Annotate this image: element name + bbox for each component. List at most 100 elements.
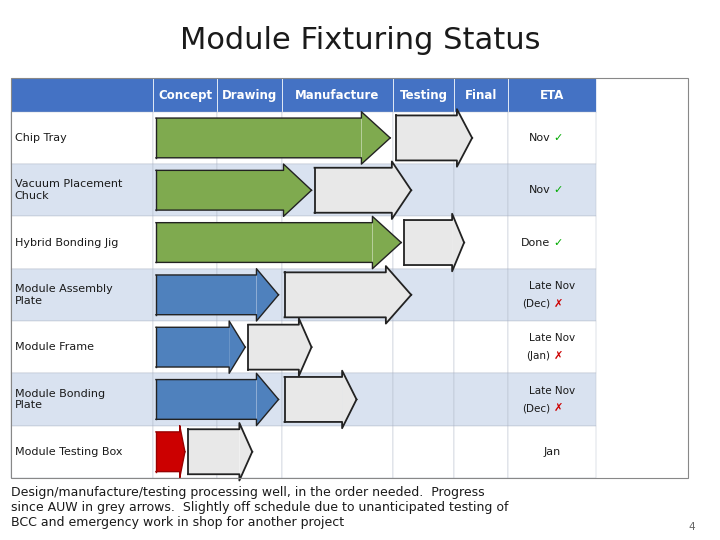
Bar [11, 373, 153, 426]
Bar [454, 269, 508, 321]
Text: Module Testing Box: Module Testing Box [15, 447, 122, 457]
Bar [284, 377, 342, 422]
Text: ✗: ✗ [553, 299, 562, 309]
Text: (Jan): (Jan) [526, 351, 550, 361]
Bar [393, 321, 454, 373]
Bar [217, 112, 282, 164]
Bar [393, 78, 454, 112]
Bar [153, 217, 217, 269]
Polygon shape [372, 217, 401, 269]
Bar [393, 373, 454, 426]
Bar [156, 275, 256, 315]
Text: Module Bonding
Plate: Module Bonding Plate [15, 389, 105, 410]
Bar [11, 426, 153, 478]
Bar [217, 426, 282, 478]
Bar [282, 321, 393, 373]
Polygon shape [284, 164, 312, 217]
Bar [284, 272, 386, 318]
Bar [217, 321, 282, 373]
Bar [156, 380, 256, 420]
Bar [508, 217, 596, 269]
Text: Late Nov: Late Nov [529, 333, 575, 343]
Text: Nov: Nov [528, 133, 550, 143]
Text: Final: Final [465, 89, 498, 102]
Bar [508, 426, 596, 478]
Bar [11, 269, 153, 321]
Text: ✓: ✓ [553, 238, 562, 247]
Bar [454, 78, 508, 112]
Polygon shape [361, 112, 390, 164]
Bar [454, 373, 508, 426]
Text: ✓: ✓ [553, 185, 562, 195]
Bar [282, 217, 393, 269]
Bar [508, 112, 596, 164]
Bar [393, 164, 454, 217]
Text: (Dec): (Dec) [522, 299, 550, 309]
Bar [156, 222, 372, 262]
Bar [11, 321, 153, 373]
Bar [11, 112, 153, 164]
Bar [396, 116, 457, 160]
Bar [282, 164, 393, 217]
Polygon shape [392, 161, 411, 219]
Bar [282, 373, 393, 426]
Text: Done: Done [521, 238, 550, 247]
Text: Testing: Testing [400, 89, 448, 102]
Bar [156, 118, 361, 158]
Bar [153, 373, 217, 426]
Polygon shape [386, 266, 411, 323]
Text: Design/manufacture/testing processing well, in the order needed.  Progress
since: Design/manufacture/testing processing we… [11, 486, 508, 529]
Bar [11, 164, 153, 217]
Bar [217, 217, 282, 269]
Bar [454, 112, 508, 164]
Bar [393, 426, 454, 478]
Bar [156, 170, 284, 210]
Bar [508, 373, 596, 426]
Polygon shape [299, 319, 312, 376]
Bar [188, 429, 239, 474]
Text: Jan: Jan [544, 447, 561, 457]
Bar [282, 112, 393, 164]
Polygon shape [239, 423, 252, 481]
Bar [404, 220, 452, 265]
Text: Module Fixturing Status: Module Fixturing Status [180, 26, 540, 55]
Bar [217, 164, 282, 217]
Polygon shape [457, 109, 472, 167]
Bar [11, 78, 688, 478]
Bar [11, 217, 153, 269]
Text: ETA: ETA [540, 89, 564, 102]
Bar [393, 269, 454, 321]
Bar [217, 269, 282, 321]
Bar [508, 164, 596, 217]
Text: Manufacture: Manufacture [295, 89, 379, 102]
Bar [393, 112, 454, 164]
Bar [156, 432, 180, 471]
Bar [153, 164, 217, 217]
Bar [217, 78, 282, 112]
Bar [315, 168, 392, 213]
Text: (Dec): (Dec) [522, 403, 550, 413]
Text: Module Assembly
Plate: Module Assembly Plate [15, 284, 112, 306]
Bar [153, 112, 217, 164]
Bar [508, 321, 596, 373]
Text: Late Nov: Late Nov [529, 386, 575, 396]
Text: Late Nov: Late Nov [529, 281, 575, 291]
Bar [393, 217, 454, 269]
Bar [217, 373, 282, 426]
Bar [248, 325, 299, 370]
Bar [282, 269, 393, 321]
Polygon shape [342, 370, 356, 428]
Bar [508, 78, 596, 112]
Bar [454, 217, 508, 269]
Text: Concept: Concept [158, 89, 212, 102]
Bar [153, 426, 217, 478]
Bar [153, 78, 217, 112]
Bar [282, 426, 393, 478]
Bar [282, 78, 393, 112]
Text: 4: 4 [688, 522, 695, 532]
Bar [11, 78, 153, 112]
Polygon shape [229, 321, 246, 373]
Text: ✗: ✗ [553, 351, 562, 361]
Bar [153, 269, 217, 321]
Polygon shape [452, 214, 464, 271]
